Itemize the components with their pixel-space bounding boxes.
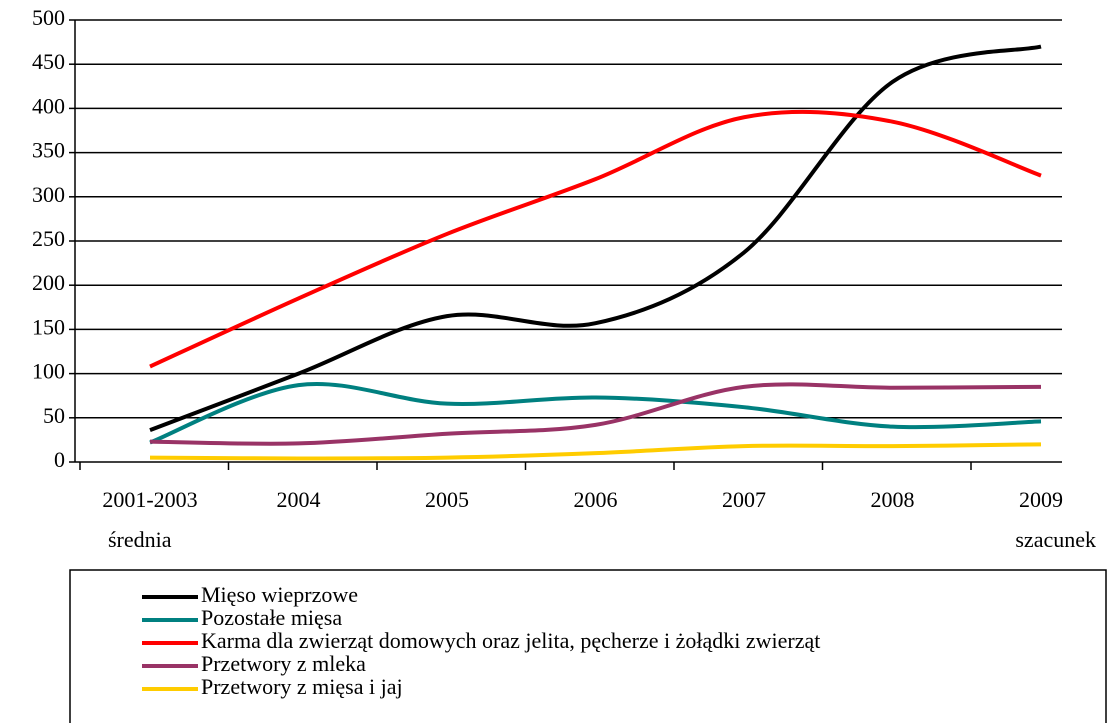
x-tick-label: szacunek: [1015, 527, 1096, 552]
series-line: [149, 44, 1042, 433]
legend-label: Karma dla zwierząt domowych oraz jelita,…: [201, 628, 820, 653]
series-line: [149, 442, 1042, 461]
y-tick-label: 50: [43, 403, 65, 428]
legend-label: Przetwory z mięsa i jaj: [201, 674, 403, 699]
y-tick-label: 300: [32, 182, 65, 207]
y-tick-label: 350: [32, 138, 65, 163]
y-tick-label: 450: [32, 49, 65, 74]
x-tick-label: 2005: [425, 487, 469, 512]
x-tick-label: 2009: [1019, 487, 1063, 512]
y-tick-label: 150: [32, 314, 65, 339]
x-tick-label: 2006: [574, 487, 618, 512]
y-tick-label: 200: [32, 270, 65, 295]
legend-label: Pozostałe mięsa: [201, 605, 342, 630]
x-tick-label: 2001-2003: [102, 487, 197, 512]
x-tick-label: 2008: [871, 487, 915, 512]
y-tick-label: 250: [32, 226, 65, 251]
y-tick-label: 400: [32, 93, 65, 118]
legend-label: Mięso wieprzowe: [201, 582, 358, 607]
x-tick-label: 2007: [722, 487, 766, 512]
x-tick-label: 2004: [277, 487, 321, 512]
series-line: [149, 109, 1042, 369]
y-tick-label: 500: [32, 5, 65, 30]
x-tick-label: średnia: [108, 527, 172, 552]
series-line: [149, 382, 1042, 446]
legend-box: [69, 569, 1107, 723]
y-tick-label: 100: [32, 359, 65, 384]
y-tick-label: 0: [54, 447, 65, 472]
legend-label: Przetwory z mleka: [201, 651, 366, 676]
series-line: [149, 382, 1042, 445]
